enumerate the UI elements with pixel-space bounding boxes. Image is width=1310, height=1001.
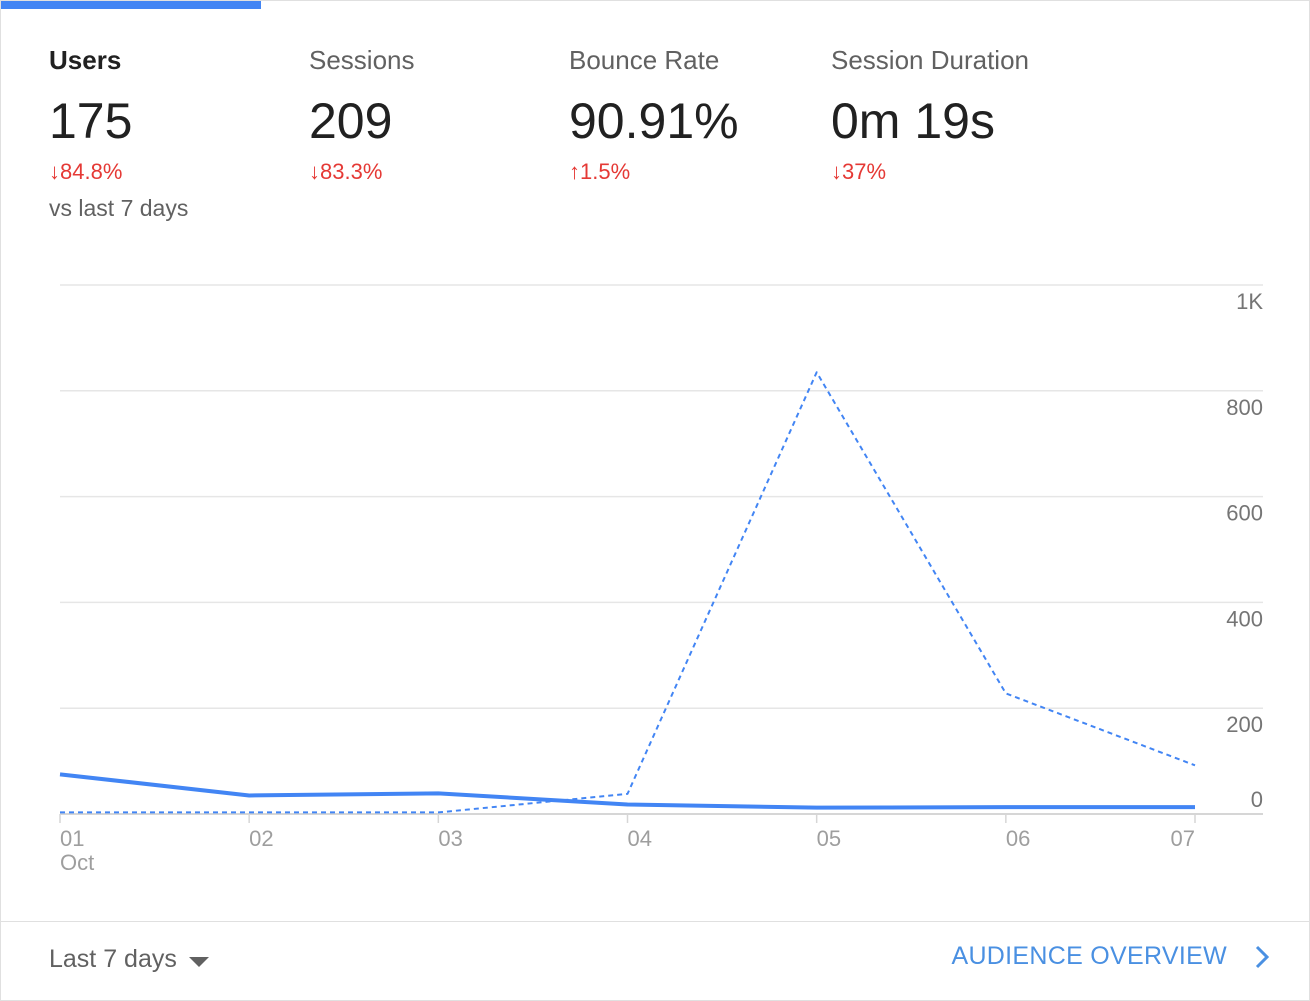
x-tick-label: 06	[1006, 826, 1030, 851]
x-tick-label: 07	[1171, 826, 1195, 851]
arrow-down-icon: ↓	[49, 159, 60, 184]
x-tick-label: 01	[60, 826, 84, 851]
series-line-current	[59, 772, 1195, 810]
y-tick-label: 0	[1251, 787, 1263, 812]
metric-change: ↓37%	[831, 159, 887, 184]
comparison-label: vs last 7 days	[49, 195, 189, 221]
metric-change: ↓84.8%	[49, 159, 123, 184]
x-tick-label: 02	[249, 826, 273, 851]
date-range-label: Last 7 days	[49, 945, 177, 973]
metric-value: 90.91%	[569, 93, 739, 149]
arrow-up-icon: ↑	[569, 159, 580, 184]
metric-tab-users[interactable]: Users 175 ↓84.8% vs last 7 days	[49, 41, 289, 224]
metric-tab-bounce-rate[interactable]: Bounce Rate 90.91% ↑1.5%	[569, 41, 809, 188]
metric-change: ↓83.3%	[309, 159, 383, 184]
metric-label: Sessions	[309, 45, 415, 75]
metric-label: Bounce Rate	[569, 45, 720, 75]
metric-tab-sessions[interactable]: Sessions 209 ↓83.3%	[309, 41, 549, 188]
x-tick-label: 05	[817, 826, 841, 851]
y-tick-label: 200	[1226, 712, 1263, 737]
x-month-label: Oct	[60, 850, 94, 875]
x-tick-label: 04	[628, 826, 652, 851]
footer-divider	[1, 921, 1310, 922]
y-tick-label: 600	[1226, 501, 1263, 526]
report-link-label: AUDIENCE OVERVIEW	[951, 942, 1227, 970]
x-tick-label: 03	[438, 826, 462, 851]
series-line-previous	[60, 371, 1196, 814]
caret-down-icon	[188, 956, 209, 967]
metric-value: 209	[309, 93, 393, 149]
line-chart: 0 200 400 600 800 1K 01 02 03 04 05 06 07 Oct	[59, 284, 1263, 875]
chevron-right-icon	[1255, 945, 1269, 968]
metric-label: Session Duration	[831, 45, 1029, 75]
y-tick-label: 800	[1226, 395, 1263, 420]
arrow-down-icon: ↓	[831, 159, 842, 184]
y-tick-label: 400	[1226, 606, 1263, 631]
metric-change: ↑1.5%	[569, 159, 631, 184]
metric-value: 175	[49, 93, 133, 149]
audience-overview-link[interactable]: AUDIENCE OVERVIEW	[951, 942, 1269, 971]
metric-label: Users	[49, 45, 122, 75]
date-range-dropdown[interactable]: Last 7 days	[49, 945, 209, 974]
arrow-down-icon: ↓	[309, 159, 320, 184]
y-tick-label: 1K	[1236, 289, 1263, 314]
active-tab-indicator	[1, 1, 261, 9]
metric-tab-session-duration[interactable]: Session Duration 0m 19s ↓37%	[831, 41, 1071, 188]
metric-value: 0m 19s	[831, 93, 995, 149]
